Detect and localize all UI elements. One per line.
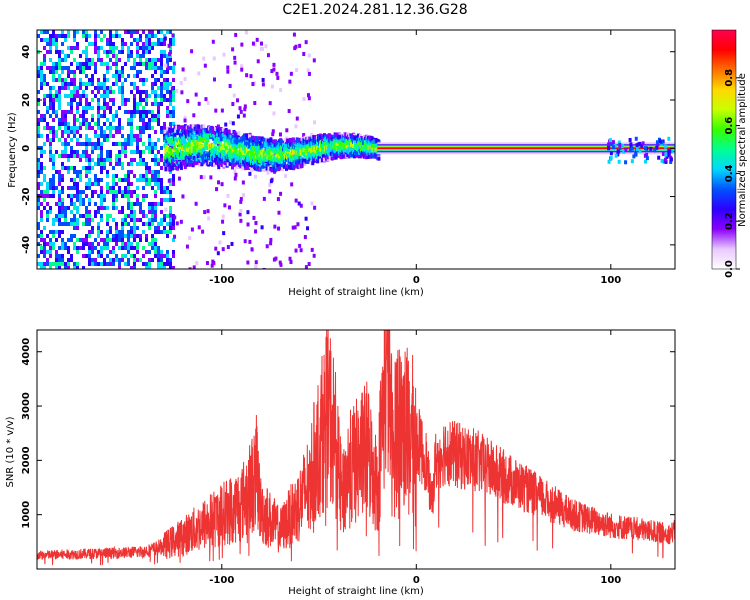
bottom-y-tick-label: 1000 [21,501,32,529]
top-x-tick-label: 100 [600,275,621,286]
colorbar-tick-label: 0.2 [724,212,735,230]
bottom-y-tick-label: 2000 [21,446,32,474]
colorbar [711,29,737,270]
bottom-y-tick-label: 3000 [21,392,32,420]
bottom-plot-frame [36,329,676,570]
snr-series-line [37,330,675,566]
bottom-y-tick-label: 4000 [21,338,32,366]
chart-title: C2E1.2024.281.12.36.G28 [282,2,468,18]
top-plot-frame [36,29,676,270]
colorbar-tick-label: 0.6 [724,117,735,135]
bottom-y-axis-label: SNR (10 * v/v) [5,416,16,487]
colorbar-tick-label: 0.8 [724,69,735,87]
top-x-tick-label: 0 [413,275,420,286]
top-y-tick-label: -20 [21,188,32,206]
bottom-x-tick-label: 100 [600,575,621,586]
colorbar-tick-label: 0.0 [724,260,735,278]
bottom-x-axis-label: Height of straight line (km) [288,586,424,597]
colorbar-tick-label: 0.4 [724,165,735,183]
colorbar-label: Normalized spectral amplitude [737,73,748,227]
top-y-axis-label: Frequency (Hz) [7,112,18,188]
bottom-x-tick-label: -100 [209,575,234,586]
top-x-axis-label: Height of straight line (km) [288,287,424,298]
top-y-tick-label: -40 [21,236,32,254]
bottom-x-tick-label: 0 [413,575,420,586]
top-x-tick-label: -100 [209,275,234,286]
spectrogram-heatmap [37,30,675,269]
top-y-tick-label: 40 [21,45,32,59]
top-y-tick-label: 20 [21,93,32,107]
top-y-tick-label: 0 [21,145,32,152]
